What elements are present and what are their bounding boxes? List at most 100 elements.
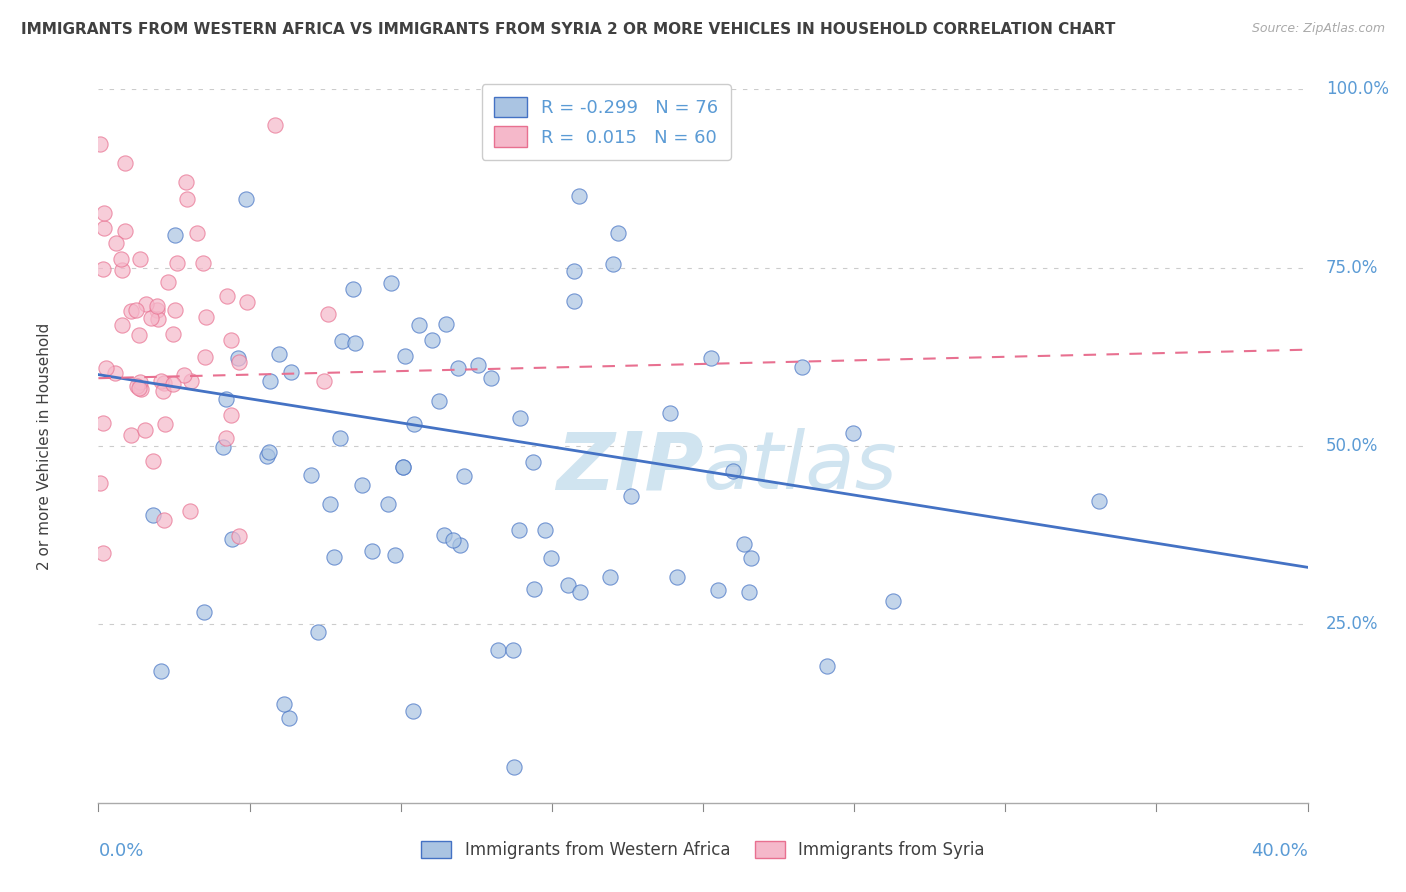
Point xyxy=(93,220,115,235)
Point xyxy=(659,406,682,420)
Point xyxy=(215,431,238,445)
Point xyxy=(568,189,591,203)
Point xyxy=(882,594,904,608)
Point xyxy=(436,318,458,332)
Point xyxy=(329,431,352,445)
Point xyxy=(361,543,384,558)
Point xyxy=(165,303,187,318)
Point xyxy=(257,444,280,458)
Point xyxy=(503,760,526,774)
Point xyxy=(307,624,329,639)
Point xyxy=(139,311,162,326)
Point xyxy=(330,334,353,348)
Point xyxy=(131,382,153,396)
Point xyxy=(128,381,150,395)
Point xyxy=(453,468,475,483)
Point xyxy=(602,257,624,271)
Text: 0.0%: 0.0% xyxy=(98,842,143,860)
Legend: Immigrants from Western Africa, Immigrants from Syria: Immigrants from Western Africa, Immigran… xyxy=(415,834,991,866)
Point xyxy=(180,374,202,388)
Point xyxy=(214,392,236,406)
Point xyxy=(318,307,340,321)
Point xyxy=(420,334,443,348)
Text: 40.0%: 40.0% xyxy=(1251,842,1308,860)
Point xyxy=(142,453,165,467)
Point xyxy=(89,137,111,152)
Point xyxy=(449,538,471,552)
Point xyxy=(120,428,142,442)
Point xyxy=(738,585,761,599)
Point xyxy=(380,276,402,290)
Point xyxy=(176,175,198,189)
Point xyxy=(433,528,456,542)
Point xyxy=(228,529,250,543)
Point xyxy=(1088,494,1111,508)
Point xyxy=(562,293,585,308)
Point xyxy=(235,192,257,206)
Point xyxy=(221,532,243,546)
Point xyxy=(740,551,762,566)
Point xyxy=(150,374,173,388)
Point xyxy=(842,426,865,441)
Point xyxy=(384,549,406,563)
Text: Source: ZipAtlas.com: Source: ZipAtlas.com xyxy=(1251,22,1385,36)
Point xyxy=(111,318,134,332)
Point xyxy=(509,411,531,425)
Point xyxy=(104,366,127,380)
Point xyxy=(120,304,142,318)
Point xyxy=(162,326,184,341)
Point xyxy=(173,368,195,383)
Text: 75.0%: 75.0% xyxy=(1326,259,1378,277)
Point xyxy=(259,375,281,389)
Point xyxy=(193,350,215,364)
Text: ZIP: ZIP xyxy=(555,428,703,507)
Point xyxy=(135,297,157,311)
Point xyxy=(540,550,562,565)
Point xyxy=(212,440,235,454)
Point xyxy=(148,312,170,326)
Text: 2 or more Vehicles in Household: 2 or more Vehicles in Household xyxy=(37,322,52,570)
Point xyxy=(114,224,136,238)
Point xyxy=(352,478,374,492)
Point xyxy=(219,333,242,347)
Point xyxy=(278,711,301,725)
Point xyxy=(533,523,555,537)
Point xyxy=(733,537,755,551)
Text: 25.0%: 25.0% xyxy=(1326,615,1378,633)
Point xyxy=(215,289,238,303)
Point xyxy=(91,261,114,276)
Point xyxy=(402,704,425,718)
Point xyxy=(273,698,295,712)
Point xyxy=(599,570,621,584)
Text: 50.0%: 50.0% xyxy=(1326,437,1378,455)
Point xyxy=(312,375,335,389)
Point xyxy=(502,643,524,657)
Text: 100.0%: 100.0% xyxy=(1326,80,1389,98)
Point xyxy=(343,335,366,350)
Point xyxy=(562,264,585,278)
Point xyxy=(152,513,174,527)
Point xyxy=(557,577,579,591)
Point xyxy=(104,236,127,251)
Point xyxy=(322,549,344,564)
Point xyxy=(157,275,180,289)
Point xyxy=(162,377,184,392)
Point xyxy=(264,118,287,132)
Point xyxy=(391,460,413,475)
Point xyxy=(228,355,250,369)
Point xyxy=(195,310,218,325)
Point xyxy=(486,643,509,657)
Point xyxy=(402,417,425,431)
Text: atlas: atlas xyxy=(703,428,898,507)
Point xyxy=(522,455,544,469)
Point xyxy=(620,489,643,503)
Point xyxy=(523,582,546,597)
Point xyxy=(427,393,450,408)
Point xyxy=(236,295,259,310)
Point xyxy=(91,546,114,560)
Point xyxy=(163,227,186,242)
Point xyxy=(700,351,723,365)
Point xyxy=(226,351,249,366)
Text: IMMIGRANTS FROM WESTERN AFRICA VS IMMIGRANTS FROM SYRIA 2 OR MORE VEHICLES IN HO: IMMIGRANTS FROM WESTERN AFRICA VS IMMIGR… xyxy=(21,22,1115,37)
Point xyxy=(267,347,290,361)
